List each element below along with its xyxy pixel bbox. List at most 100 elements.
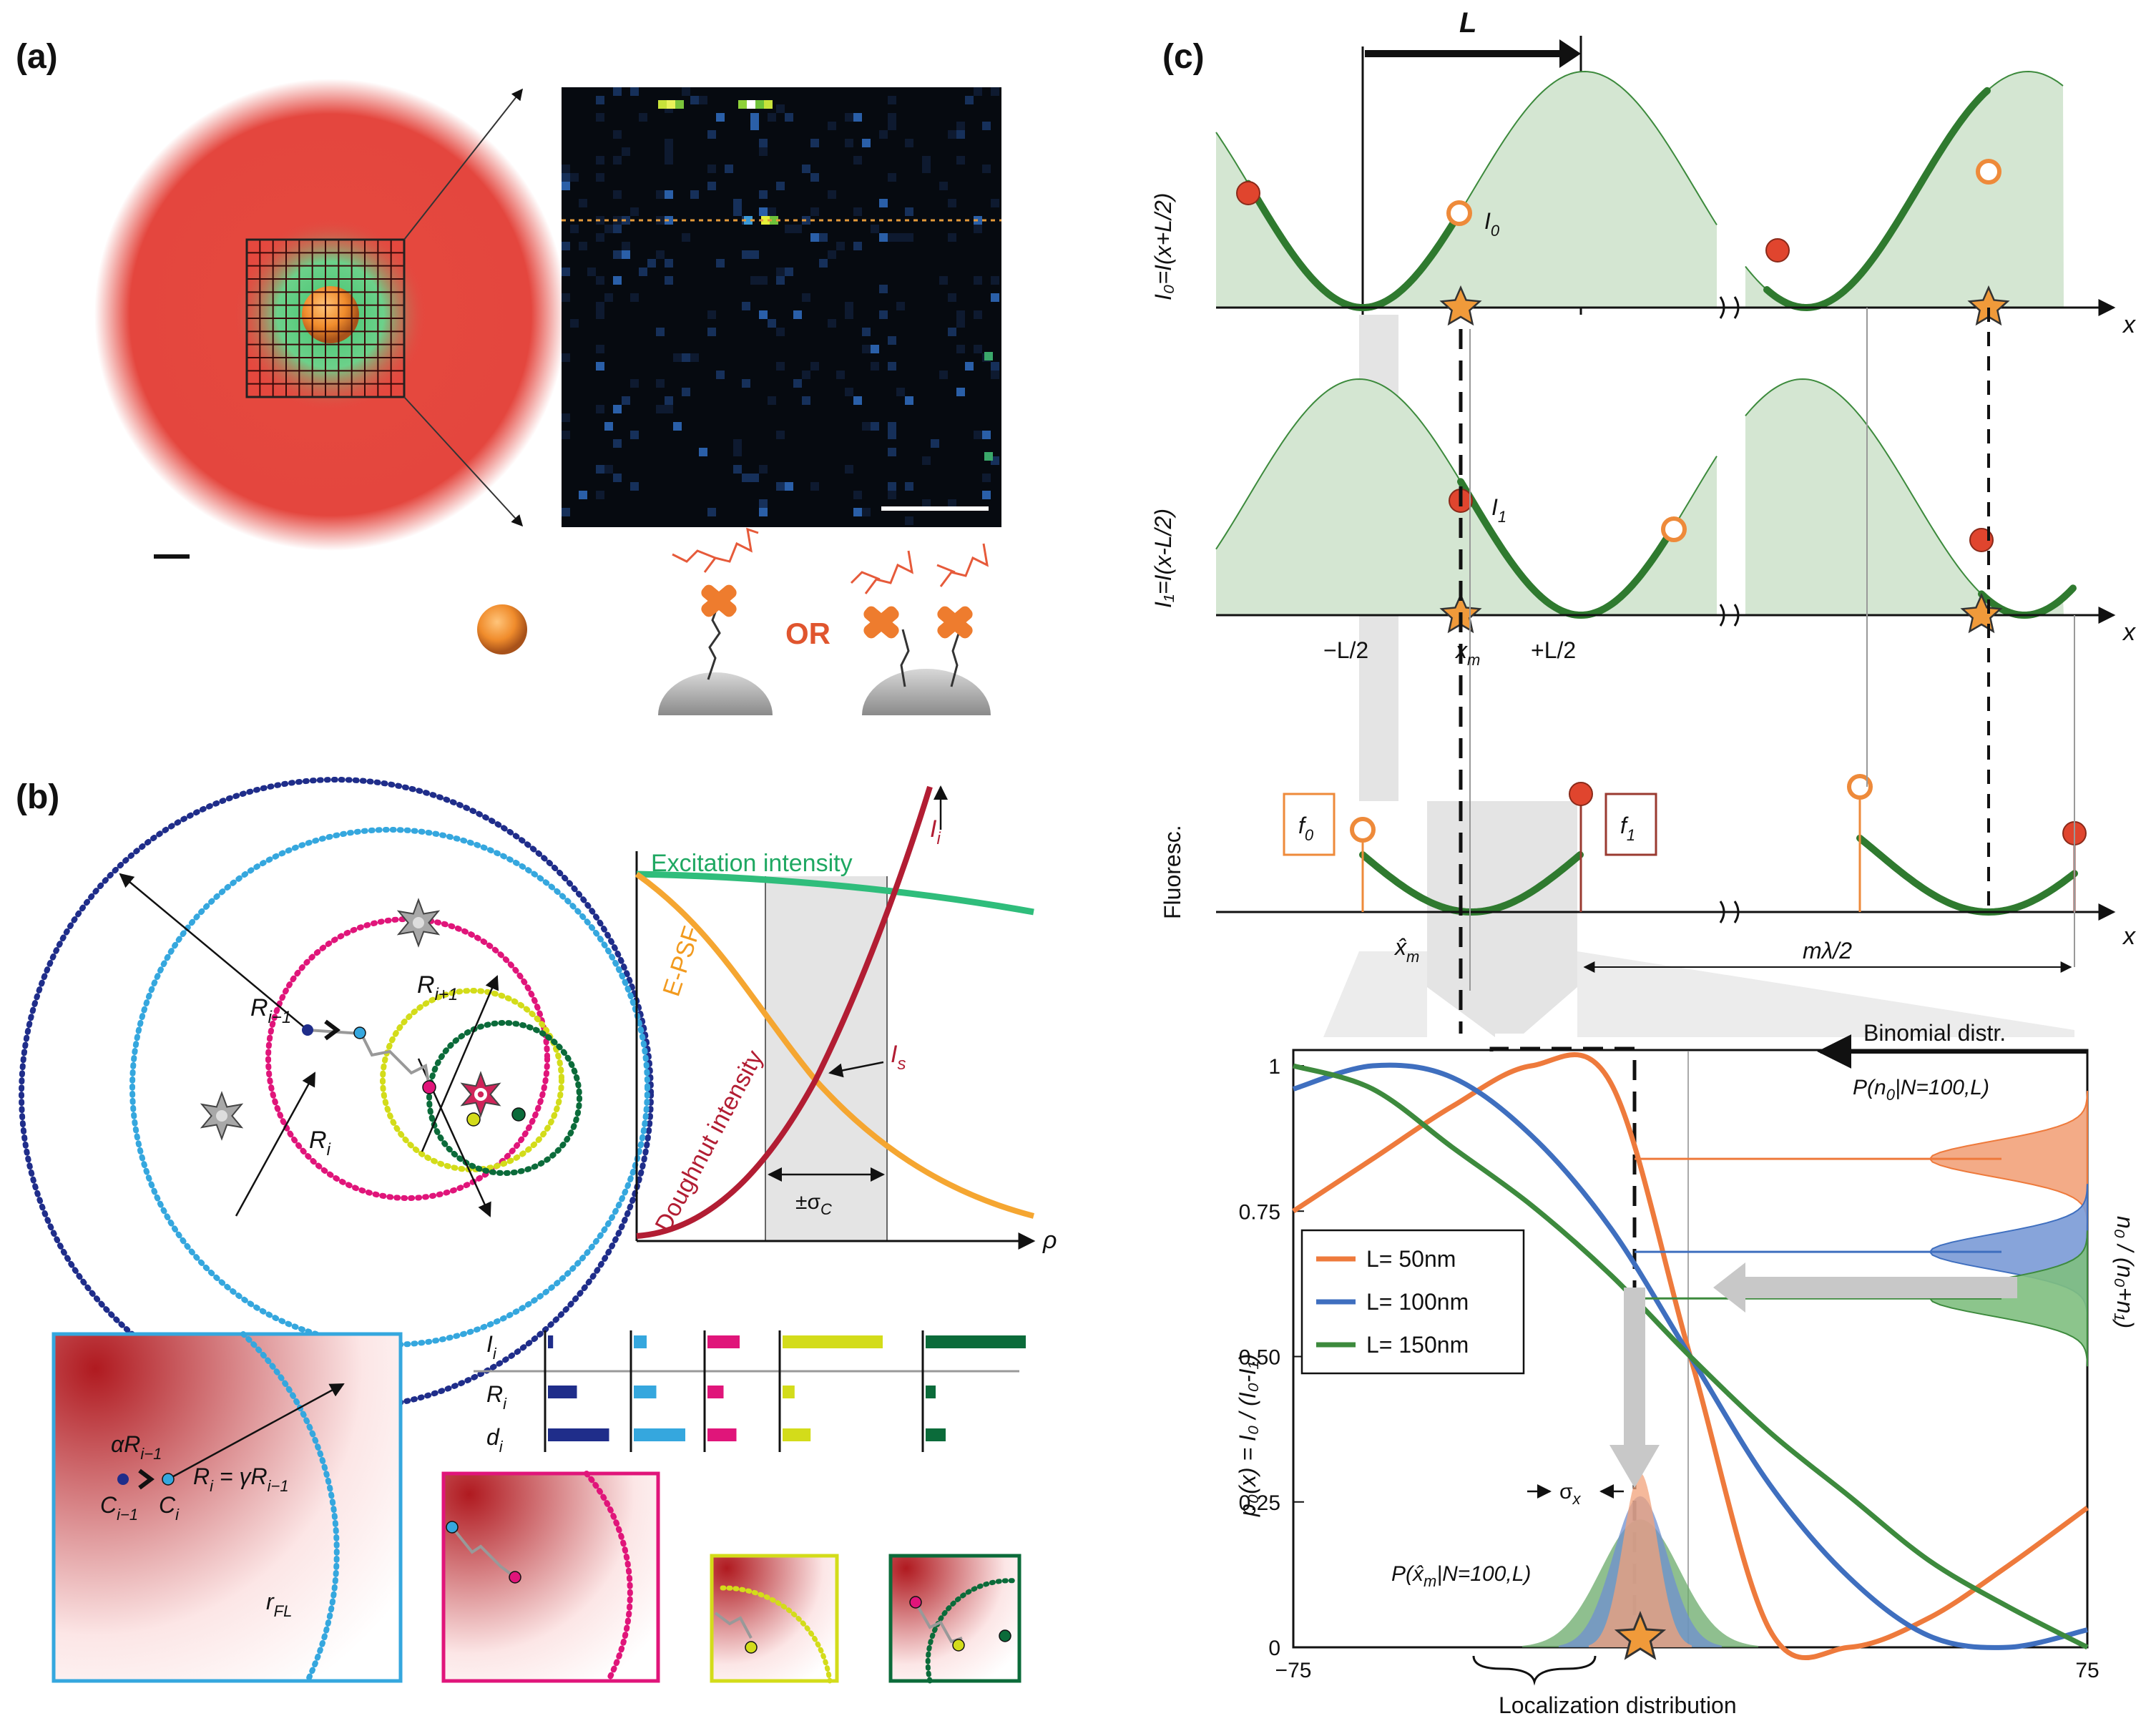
bar	[548, 1386, 577, 1398]
scan-grid	[247, 240, 404, 397]
bar	[634, 1335, 647, 1348]
intensity-fill	[1745, 379, 2064, 615]
zoom-panel-green	[888, 1554, 1021, 1684]
label-mlambda: mλ/2	[1803, 938, 1852, 963]
intensity-curve-bold	[1457, 478, 1676, 619]
label-xhat: x̂m	[1393, 934, 1419, 966]
emitter-center	[216, 1110, 227, 1122]
scale-bar-left	[154, 554, 190, 559]
label-sigma-x: σx	[1559, 1480, 1582, 1508]
ylabel-right: n₀ / (n₀+n₁)	[2112, 1216, 2138, 1328]
label-i0: I0	[1484, 208, 1500, 240]
probability-chart: 0 0.25 0.50 0.75 1 −75 75 L= 50nm L= 100nm L= 150…	[1235, 1020, 2138, 1718]
intensity-fill	[1745, 72, 2064, 308]
center-yellow	[466, 1112, 481, 1127]
row1-x: x	[2122, 311, 2136, 338]
tick-minus-l2: −L/2	[1323, 637, 1368, 663]
emitter-core	[477, 1091, 484, 1098]
label-r-prev: Ri−1	[250, 994, 291, 1027]
axis-break	[1719, 604, 1740, 627]
legend-label: L= 150nm	[1366, 1332, 1469, 1358]
panel-b: (b) Ri−1 Ri Ri+1	[16, 777, 1057, 1684]
label-rho: ρ	[1042, 1227, 1057, 1254]
legend: L= 50nm L= 100nm L= 150nm	[1300, 1229, 1525, 1375]
x-tick-label: −75	[1275, 1659, 1312, 1682]
label-binomial: Binomial distr.	[1863, 1020, 2006, 1046]
dna-origami-double	[850, 543, 991, 715]
gray-arrow-down	[1609, 1288, 1660, 1488]
f0-box	[1283, 793, 1336, 856]
intensity-plot: Excitation intensity E-PSF Doughnut inte…	[634, 785, 1057, 1254]
center-current	[353, 1026, 366, 1039]
y-tick-label: 0.75	[1239, 1200, 1280, 1224]
label-pxhat: P(x̂m|N=100,L)	[1391, 1562, 1531, 1590]
zoom-line-bottom	[403, 396, 524, 527]
y-tick-label: 0.50	[1239, 1346, 1280, 1370]
arrow-r-i-plus-1	[421, 975, 499, 1152]
label-excitation: Excitation intensity	[651, 850, 853, 877]
bar	[783, 1335, 883, 1348]
panel-a: (a) OR	[16, 38, 1001, 715]
dna-origami-single	[658, 527, 773, 715]
sample-filled-dot	[1236, 181, 1260, 205]
scan-grid-border	[245, 238, 406, 398]
panel-c-label: (c)	[1162, 38, 1205, 76]
sample-open-dot	[1446, 200, 1472, 226]
fluorescence-curve	[1856, 834, 2078, 916]
bar	[707, 1335, 740, 1348]
bar	[634, 1386, 657, 1398]
circle-r-i-minus-1	[129, 827, 650, 1348]
label-ls: Is	[891, 1041, 906, 1074]
doughnut-curve	[636, 785, 933, 1239]
bar	[926, 1428, 946, 1441]
bar	[926, 1386, 936, 1398]
circle-r-i-minus-1-outer	[19, 777, 654, 1412]
row1-ylabel: I₀=I(x+L/2)	[1150, 193, 1176, 300]
label-r-fl: rFL	[266, 1589, 292, 1620]
excitation-curve	[636, 871, 1034, 916]
center-pink	[422, 1080, 436, 1094]
sample-filled-dot	[1569, 782, 1593, 806]
panel-b-label: (b)	[16, 778, 59, 816]
or-text: OR	[785, 617, 830, 650]
circle-r-i	[265, 916, 550, 1201]
emitter-star	[1960, 592, 2003, 634]
legend-label: L= 50nm	[1366, 1246, 1456, 1272]
zoom-panel-pink	[441, 1471, 660, 1684]
label-r-next: Ri+1	[417, 971, 458, 1004]
circle-r-i-plus-1	[380, 988, 564, 1172]
label-li: Ii	[930, 815, 941, 848]
label-epsf: E-PSF	[657, 923, 705, 1000]
row3-x: x	[2122, 923, 2136, 950]
label-pn0: P(n0|N=100,L)	[1853, 1076, 1989, 1104]
sample-open-dot	[1350, 817, 1376, 843]
f1-box	[1604, 793, 1657, 856]
y-tick-label: 0	[1268, 1637, 1280, 1660]
emitter-star	[1439, 285, 1482, 326]
binomial-distribution	[1929, 1230, 2088, 1367]
localization-peak	[1589, 1473, 1692, 1647]
panel-a-label: (a)	[16, 38, 58, 76]
intensity-rows	[1215, 70, 2116, 1034]
bar-row-label: Ri	[486, 1381, 507, 1413]
sample-filled-dot	[1765, 238, 1790, 263]
bar	[783, 1386, 795, 1398]
sample-open-dot	[1661, 516, 1687, 542]
label-loc-dist: Localization distribution	[1499, 1692, 1737, 1718]
legend-box	[1300, 1229, 1525, 1375]
label-r-i: Ri	[309, 1127, 331, 1159]
intensity-fill	[1216, 72, 1717, 308]
ylabel-left: p₀(x) = I₀ / (I₀-I₁)	[1235, 1354, 1260, 1517]
label-alpha: αRi−1	[111, 1431, 162, 1463]
axis-break	[1719, 296, 1740, 319]
row2-ylabel: I₁=I(x-L/2)	[1150, 509, 1176, 608]
chevron-icon	[324, 1019, 340, 1041]
label-L: L	[1459, 7, 1476, 39]
label-sigma-c: ±σC	[795, 1190, 832, 1218]
bar	[707, 1386, 724, 1398]
bar	[926, 1335, 1026, 1348]
bead	[302, 286, 359, 343]
bar	[783, 1428, 811, 1441]
bar-row-label: Ii	[486, 1331, 497, 1363]
